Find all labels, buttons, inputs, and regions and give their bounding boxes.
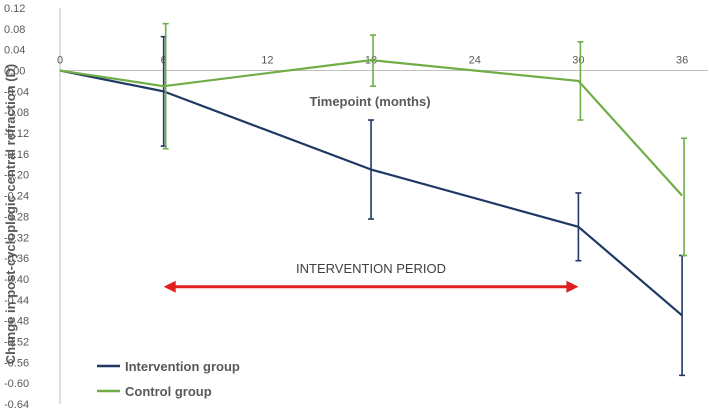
y-tick-label: -0.44 xyxy=(4,295,29,307)
y-tick-label: 0.00 xyxy=(4,66,25,78)
y-tick-label: -0.40 xyxy=(4,274,29,286)
intervention-period-label: INTERVENTION PERIOD xyxy=(296,261,446,276)
x-tick-label: 0 xyxy=(57,55,63,67)
arrow-head-left xyxy=(163,280,176,293)
y-tick-label: -0.20 xyxy=(4,170,29,182)
arrow-head-right xyxy=(566,280,579,293)
y-tick-label: -0.64 xyxy=(4,399,29,411)
y-tick-label: -0.56 xyxy=(4,357,29,369)
y-axis-title: Change in post-cycloplegic central refra… xyxy=(3,64,18,365)
y-tick-label: 0.08 xyxy=(4,24,25,36)
x-tick-label: 36 xyxy=(676,55,688,67)
legend-label: Control group xyxy=(125,384,212,399)
x-axis-title: Timepoint (months) xyxy=(309,94,430,109)
y-tick-label: -0.12 xyxy=(4,128,29,140)
annotation-layer: INTERVENTION PERIOD xyxy=(163,261,579,293)
y-tick-label: -0.36 xyxy=(4,253,29,265)
series-line xyxy=(59,59,683,197)
x-tick-label: 24 xyxy=(469,55,481,67)
y-tick-label: -0.08 xyxy=(4,107,29,119)
y-tick-label: -0.04 xyxy=(4,86,29,98)
y-tick-labels: 0.12 0.08 0.04 0.00 -0.04 -0.08 -0.12 -0.16 -0.2… xyxy=(4,3,29,411)
series-line xyxy=(59,69,683,317)
y-tick-label: -0.16 xyxy=(4,149,29,161)
y-tick-label: -0.52 xyxy=(4,336,29,348)
y-tick-label: 0.12 xyxy=(4,3,25,15)
y-tick-label: -0.60 xyxy=(4,378,29,390)
axes xyxy=(59,8,708,404)
series-intervention-group xyxy=(59,35,686,377)
series-control-group xyxy=(59,22,688,257)
y-tick-label: -0.32 xyxy=(4,232,29,244)
series-layer xyxy=(59,22,688,377)
y-tick-label: -0.24 xyxy=(4,191,29,203)
y-tick-label: -0.48 xyxy=(4,316,29,328)
x-tick-label: 12 xyxy=(261,55,273,67)
x-tick-label: 30 xyxy=(572,55,584,67)
legend-label: Intervention group xyxy=(125,359,240,374)
y-tick-label: 0.04 xyxy=(4,45,25,57)
legend: Intervention group Control group xyxy=(97,359,240,399)
y-tick-label: -0.28 xyxy=(4,211,29,223)
